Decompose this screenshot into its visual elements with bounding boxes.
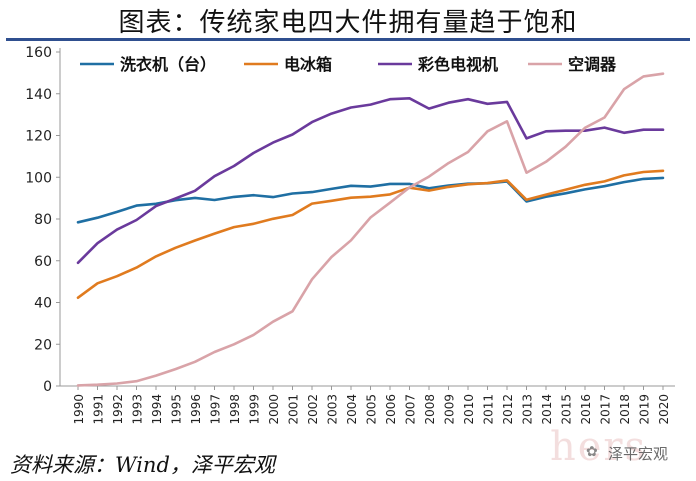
series-line-3 — [76, 72, 665, 387]
source-note: 资料来源：Wind，泽平宏观 — [10, 453, 275, 477]
x-tick-label: 2004 — [345, 394, 359, 425]
series-lines — [76, 72, 665, 387]
x-tick-label: 2010 — [462, 394, 476, 425]
series-line-0 — [76, 176, 665, 224]
x-tick-label: 2000 — [267, 394, 281, 425]
x-tick-label: 1997 — [209, 394, 223, 425]
x-tick-label: 1993 — [131, 394, 145, 425]
x-tick-label: 2015 — [560, 394, 574, 425]
x-tick-label: 2018 — [618, 394, 632, 425]
x-tick-label: 1998 — [228, 394, 242, 425]
title-divider — [6, 38, 690, 41]
watermark-ghost-text: hers — [550, 424, 648, 470]
y-tick-label: 140 — [25, 87, 52, 103]
y-tick-label: 160 — [25, 45, 52, 61]
legend-label-3: 空调器 — [568, 55, 617, 74]
y-tick-label: 0 — [43, 379, 52, 395]
y-tick-label: 120 — [25, 129, 52, 145]
x-tick-label: 2006 — [384, 394, 398, 425]
y-tick-label: 40 — [34, 296, 52, 312]
legend-label-0: 洗衣机（台） — [120, 55, 216, 74]
x-tick-label: 2011 — [482, 394, 496, 425]
y-tick-label: 60 — [34, 254, 52, 270]
x-tick-label: 1992 — [111, 394, 125, 425]
x-tick-label: 2014 — [540, 394, 554, 425]
x-tick-label: 1995 — [170, 394, 184, 425]
watermark-text: 泽平宏观 — [608, 445, 669, 463]
x-tick-label: 2005 — [365, 394, 379, 425]
x-tick-label: 1990 — [72, 394, 86, 425]
legend-label-2: 彩色电视机 — [417, 55, 498, 74]
x-tick-label: 1991 — [92, 394, 106, 425]
x-tick-label: 2002 — [306, 394, 320, 425]
x-tick-label: 2016 — [579, 394, 593, 425]
chart-legend: 洗衣机（台） 电冰箱 彩色电视机 空调器 — [80, 55, 617, 74]
x-axis-ticks: 1990 1991 1992 1993 1994 1995 1996 1997 1998 1999… — [72, 386, 671, 425]
watermark: ✿ 泽平宏观 — [586, 440, 690, 470]
x-tick-label: 1999 — [248, 394, 262, 425]
y-tick-label: 80 — [34, 212, 52, 228]
x-tick-label: 2020 — [657, 394, 671, 425]
legend-label-1: 电冰箱 — [284, 55, 332, 74]
x-tick-label: 2013 — [521, 394, 535, 425]
x-tick-label: 2012 — [501, 394, 515, 425]
x-tick-label: 2017 — [599, 394, 613, 425]
x-tick-label: 1994 — [150, 394, 164, 425]
chart-axes — [59, 48, 675, 387]
x-tick-label: 2003 — [326, 394, 340, 425]
series-line-1 — [76, 169, 665, 300]
series-line-2 — [76, 97, 665, 265]
wechat-icon: ✿ — [586, 444, 598, 460]
x-tick-label: 2001 — [287, 394, 301, 425]
x-tick-label: 2007 — [404, 394, 418, 425]
x-tick-label: 1996 — [189, 394, 203, 425]
x-tick-label: 2009 — [443, 394, 457, 425]
page-title: 图表：传统家电四大件拥有量趋于饱和 — [118, 8, 578, 38]
y-tick-label: 100 — [25, 170, 52, 186]
x-tick-label: 2019 — [638, 394, 652, 425]
y-tick-label: 20 — [34, 337, 52, 353]
y-axis-ticks: 0 20 40 60 80 100 120 140 160 — [25, 45, 60, 395]
x-tick-label: 2008 — [423, 394, 437, 425]
